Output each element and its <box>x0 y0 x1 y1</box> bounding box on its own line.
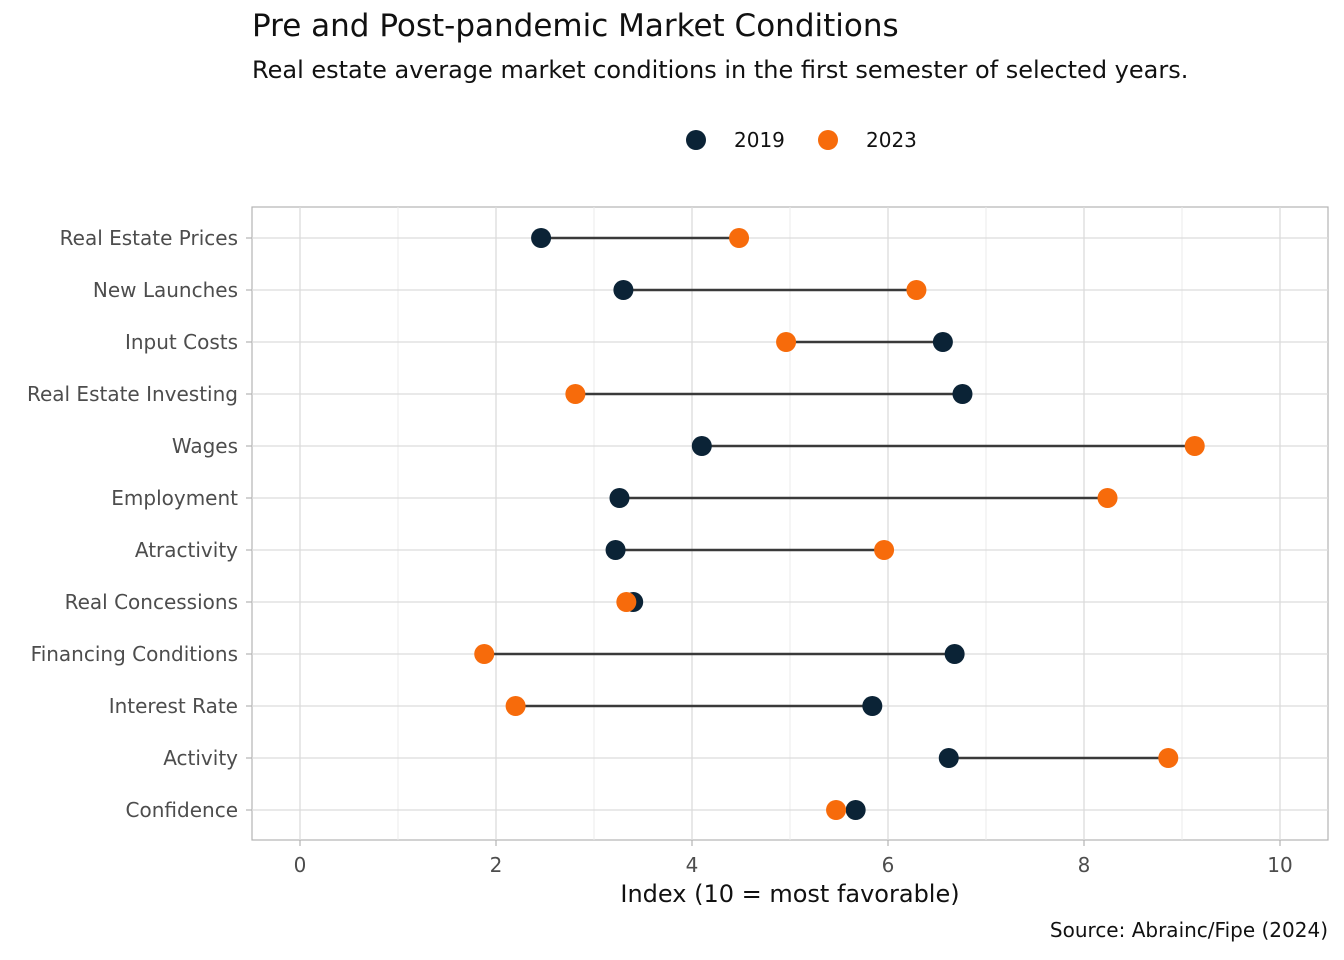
data-point-2019 <box>932 332 953 352</box>
legend-label: 2019 <box>734 128 785 152</box>
legend-marker <box>818 130 838 150</box>
data-point-2023 <box>729 228 750 248</box>
y-tick-label: Real Estate Prices <box>60 226 238 250</box>
data-point-2019 <box>944 644 965 664</box>
legend: 2019 2023 <box>686 128 917 152</box>
chart-subtitle: Real estate average market conditions in… <box>252 56 1189 84</box>
source-caption: Source: Abrainc/Fipe (2024) <box>1049 918 1328 942</box>
x-tick-label: 4 <box>686 853 699 877</box>
points <box>474 228 1205 820</box>
y-tick-label: Activity <box>163 746 238 770</box>
legend-marker <box>686 130 706 150</box>
data-point-2023 <box>826 800 847 820</box>
x-tick-label: 10 <box>1267 853 1292 877</box>
data-point-2019 <box>609 488 630 508</box>
x-axis-title: Index (10 = most favorable) <box>620 880 959 908</box>
data-point-2023 <box>906 280 927 300</box>
data-point-2023 <box>776 332 797 352</box>
data-point-2019 <box>845 800 866 820</box>
x-tick-label: 0 <box>294 853 307 877</box>
data-point-2019 <box>605 540 626 560</box>
y-tick-label: Atractivity <box>135 538 238 562</box>
y-tick-label: Real Concessions <box>65 590 238 614</box>
data-point-2019 <box>952 384 973 404</box>
legend-label: 2023 <box>866 128 917 152</box>
data-point-2019 <box>691 436 712 456</box>
y-tick-label: Real Estate Investing <box>27 382 238 406</box>
y-axis: Real Estate Prices New Launches Input Cost… <box>27 226 252 822</box>
y-tick-label: Interest Rate <box>109 694 238 718</box>
chart-title: Pre and Post-pandemic Market Conditions <box>252 8 899 44</box>
data-point-2023 <box>874 540 895 560</box>
x-axis: 0 2 4 6 8 10 <box>294 840 1293 877</box>
data-point-2023 <box>616 592 637 612</box>
data-point-2023 <box>505 696 526 716</box>
data-point-2019 <box>938 748 959 768</box>
data-point-2023 <box>1184 436 1205 456</box>
segments <box>484 236 1195 812</box>
x-tick-label: 6 <box>882 853 895 877</box>
data-point-2023 <box>1158 748 1179 768</box>
y-tick-label: Input Costs <box>125 330 238 354</box>
data-point-2023 <box>1097 488 1118 508</box>
y-tick-label: Wages <box>172 434 238 458</box>
y-tick-label: Confidence <box>126 798 238 822</box>
data-point-2019 <box>613 280 634 300</box>
data-point-2019 <box>531 228 552 248</box>
data-point-2023 <box>565 384 586 404</box>
data-point-2023 <box>474 644 495 664</box>
x-tick-label: 2 <box>490 853 503 877</box>
y-tick-label: New Launches <box>93 278 238 302</box>
gridlines <box>252 207 1328 840</box>
y-tick-label: Financing Conditions <box>31 642 238 666</box>
y-tick-label: Employment <box>111 486 238 510</box>
x-tick-label: 8 <box>1078 853 1091 877</box>
data-point-2019 <box>862 696 883 716</box>
